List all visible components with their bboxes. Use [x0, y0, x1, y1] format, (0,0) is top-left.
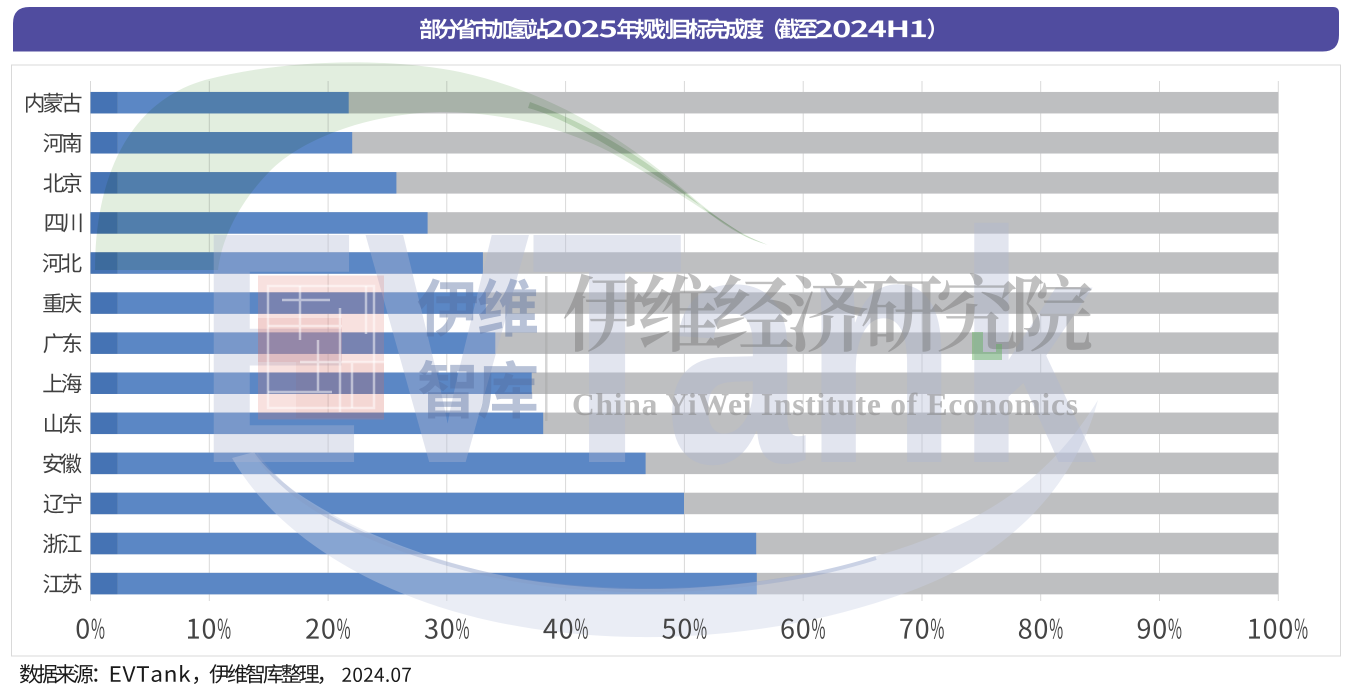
svg-text:EVTank: EVTank	[197, 164, 1098, 533]
svg-text:China YiWei Institute of Econo: China YiWei Institute of Economics	[572, 387, 1078, 422]
